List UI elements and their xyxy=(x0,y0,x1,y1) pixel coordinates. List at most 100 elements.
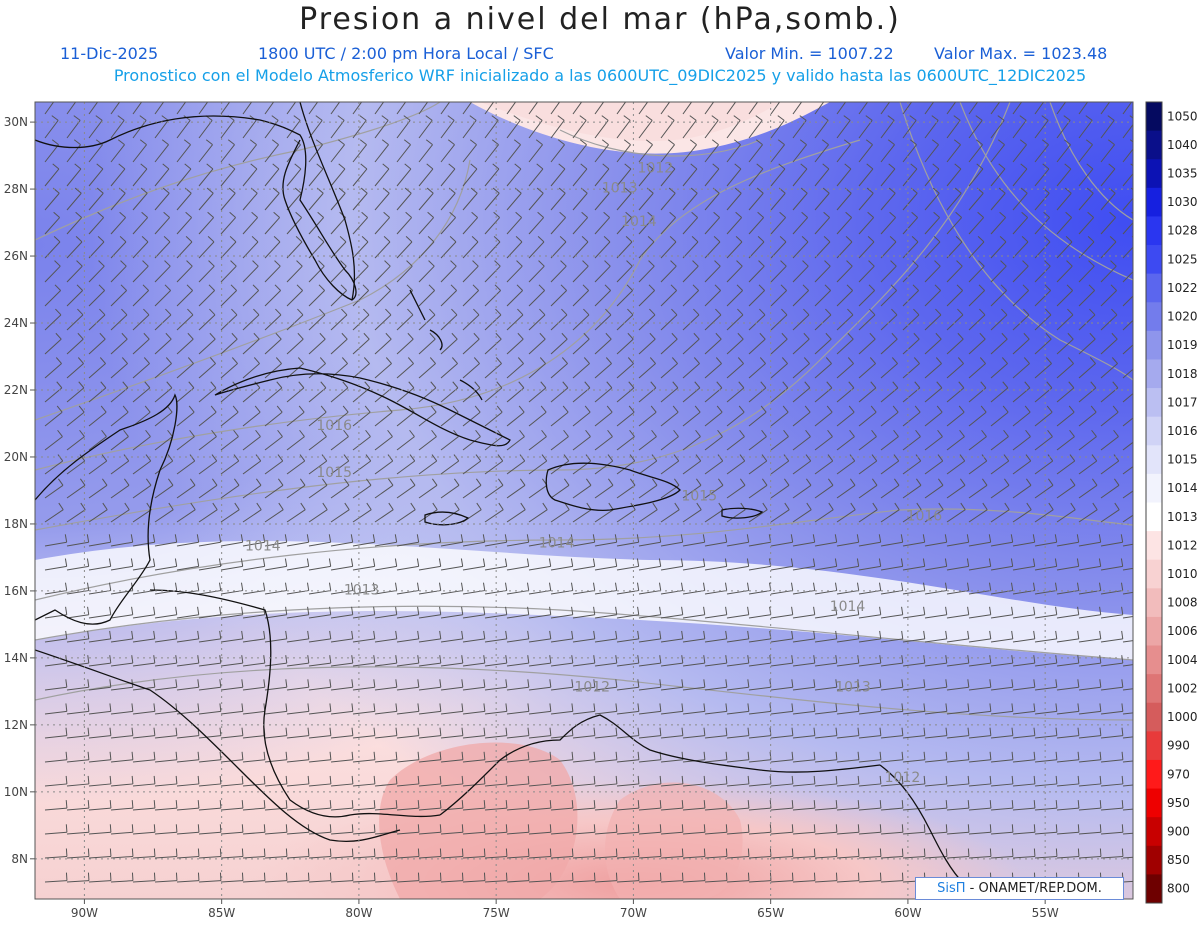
wind-barb xyxy=(836,759,859,763)
wind-barb xyxy=(880,735,903,739)
wind-barb xyxy=(264,460,284,475)
wind-barb xyxy=(330,686,353,691)
wind-barb xyxy=(924,436,943,451)
wind-barb xyxy=(572,662,595,667)
wind-barb xyxy=(220,192,236,211)
wind-barb-flag xyxy=(922,534,926,543)
wind-barb xyxy=(242,710,265,715)
wind-barb-flag xyxy=(505,679,508,688)
wind-barb-flag xyxy=(1077,630,1080,639)
wind-barb xyxy=(1100,783,1123,787)
wind-barb xyxy=(880,638,903,643)
wind-barb xyxy=(858,565,881,571)
wind-barb xyxy=(484,241,501,259)
wind-barb-flag xyxy=(98,260,105,267)
wind-barb-flag xyxy=(671,308,678,316)
wind-barb-flag xyxy=(425,91,432,96)
wind-barb-flag xyxy=(791,703,794,712)
wind-barb xyxy=(1012,807,1035,811)
wind-barb xyxy=(176,783,199,787)
wind-barb-flag xyxy=(747,727,750,736)
wind-barb xyxy=(572,686,595,691)
wind-barb-flag xyxy=(87,848,90,857)
wind-barb-flag xyxy=(425,115,433,121)
wind-barb-flag xyxy=(297,357,304,364)
wind-barb xyxy=(330,436,349,451)
wind-barb xyxy=(132,217,148,235)
wind-barb-flag xyxy=(120,284,127,291)
wind-barb xyxy=(198,338,216,355)
wind-barb xyxy=(176,314,194,331)
wind-barb-flag xyxy=(1092,502,1098,511)
wind-barb xyxy=(616,265,633,283)
wind-barb-flag xyxy=(849,454,856,462)
wind-barb-flag xyxy=(702,558,706,567)
wind-barb xyxy=(330,638,353,643)
wind-barb-flag xyxy=(537,211,544,218)
wind-barb-flag xyxy=(648,260,655,267)
wind-barb xyxy=(418,509,438,523)
wind-barb-flag xyxy=(931,115,939,121)
wind-barb-flag xyxy=(189,454,196,462)
wind-barb-flag xyxy=(505,775,508,784)
wind-barb-flag xyxy=(123,454,130,462)
isobar-label: 1016 xyxy=(907,509,943,525)
wind-barb xyxy=(88,807,111,811)
wind-barb xyxy=(506,590,529,595)
wind-barb-flag xyxy=(822,187,830,194)
wind-barb-flag xyxy=(901,703,904,712)
wind-barb xyxy=(770,241,787,259)
wind-barb xyxy=(924,541,947,547)
wind-barb xyxy=(594,265,611,283)
wind-barb-flag xyxy=(97,211,104,218)
wind-barb xyxy=(198,290,215,307)
wind-barb xyxy=(748,192,764,211)
wind-barb-flag xyxy=(493,211,500,218)
wind-barb-flag xyxy=(383,236,391,243)
wind-barb xyxy=(880,411,899,427)
wind-barb xyxy=(748,217,764,235)
wind-barb-flag xyxy=(651,454,658,462)
wind-barb xyxy=(660,338,678,355)
wind-barb xyxy=(682,880,705,883)
wind-barb xyxy=(198,241,215,259)
wind-barb xyxy=(66,807,89,811)
wind-barb xyxy=(946,662,969,667)
wind-barb-flag xyxy=(937,454,944,462)
wind-barb xyxy=(110,509,130,523)
wind-barb-flag xyxy=(1099,630,1102,639)
wind-barb-flag xyxy=(784,502,790,511)
wind-barb xyxy=(968,807,991,811)
wind-barb-flag xyxy=(461,679,464,688)
wind-barb-flag xyxy=(755,115,763,121)
wind-barb-flag xyxy=(109,751,112,760)
wind-barb xyxy=(616,241,633,259)
wind-barb-flag xyxy=(482,558,486,567)
wind-barb xyxy=(1034,102,1045,115)
wind-barb-flag xyxy=(967,727,970,736)
wind-barb xyxy=(44,338,62,355)
wind-barb-flag xyxy=(253,357,260,364)
wind-barb-flag xyxy=(760,381,767,389)
wind-barb xyxy=(484,710,507,715)
wind-barb-flag xyxy=(923,824,926,833)
wind-barb-flag xyxy=(262,558,266,567)
wind-barb-flag xyxy=(538,284,545,291)
wind-barb xyxy=(550,880,573,883)
wind-barb-flag xyxy=(452,381,459,389)
wind-barb-flag xyxy=(337,139,345,146)
wind-barb xyxy=(924,735,947,739)
wind-barb-flag xyxy=(804,381,811,389)
wind-barb-flag xyxy=(285,703,288,712)
wind-barb xyxy=(902,460,922,475)
wind-barb-flag xyxy=(351,727,354,736)
wind-barb-flag xyxy=(143,308,150,316)
wind-barb-flag xyxy=(824,260,831,267)
wind-barb xyxy=(902,120,917,139)
wind-barb xyxy=(308,168,324,187)
wind-barb-flag xyxy=(1064,163,1072,170)
wind-barb xyxy=(110,338,128,355)
wind-barb xyxy=(968,436,987,451)
wind-barb-flag xyxy=(1066,260,1073,267)
wind-barb xyxy=(286,509,306,523)
